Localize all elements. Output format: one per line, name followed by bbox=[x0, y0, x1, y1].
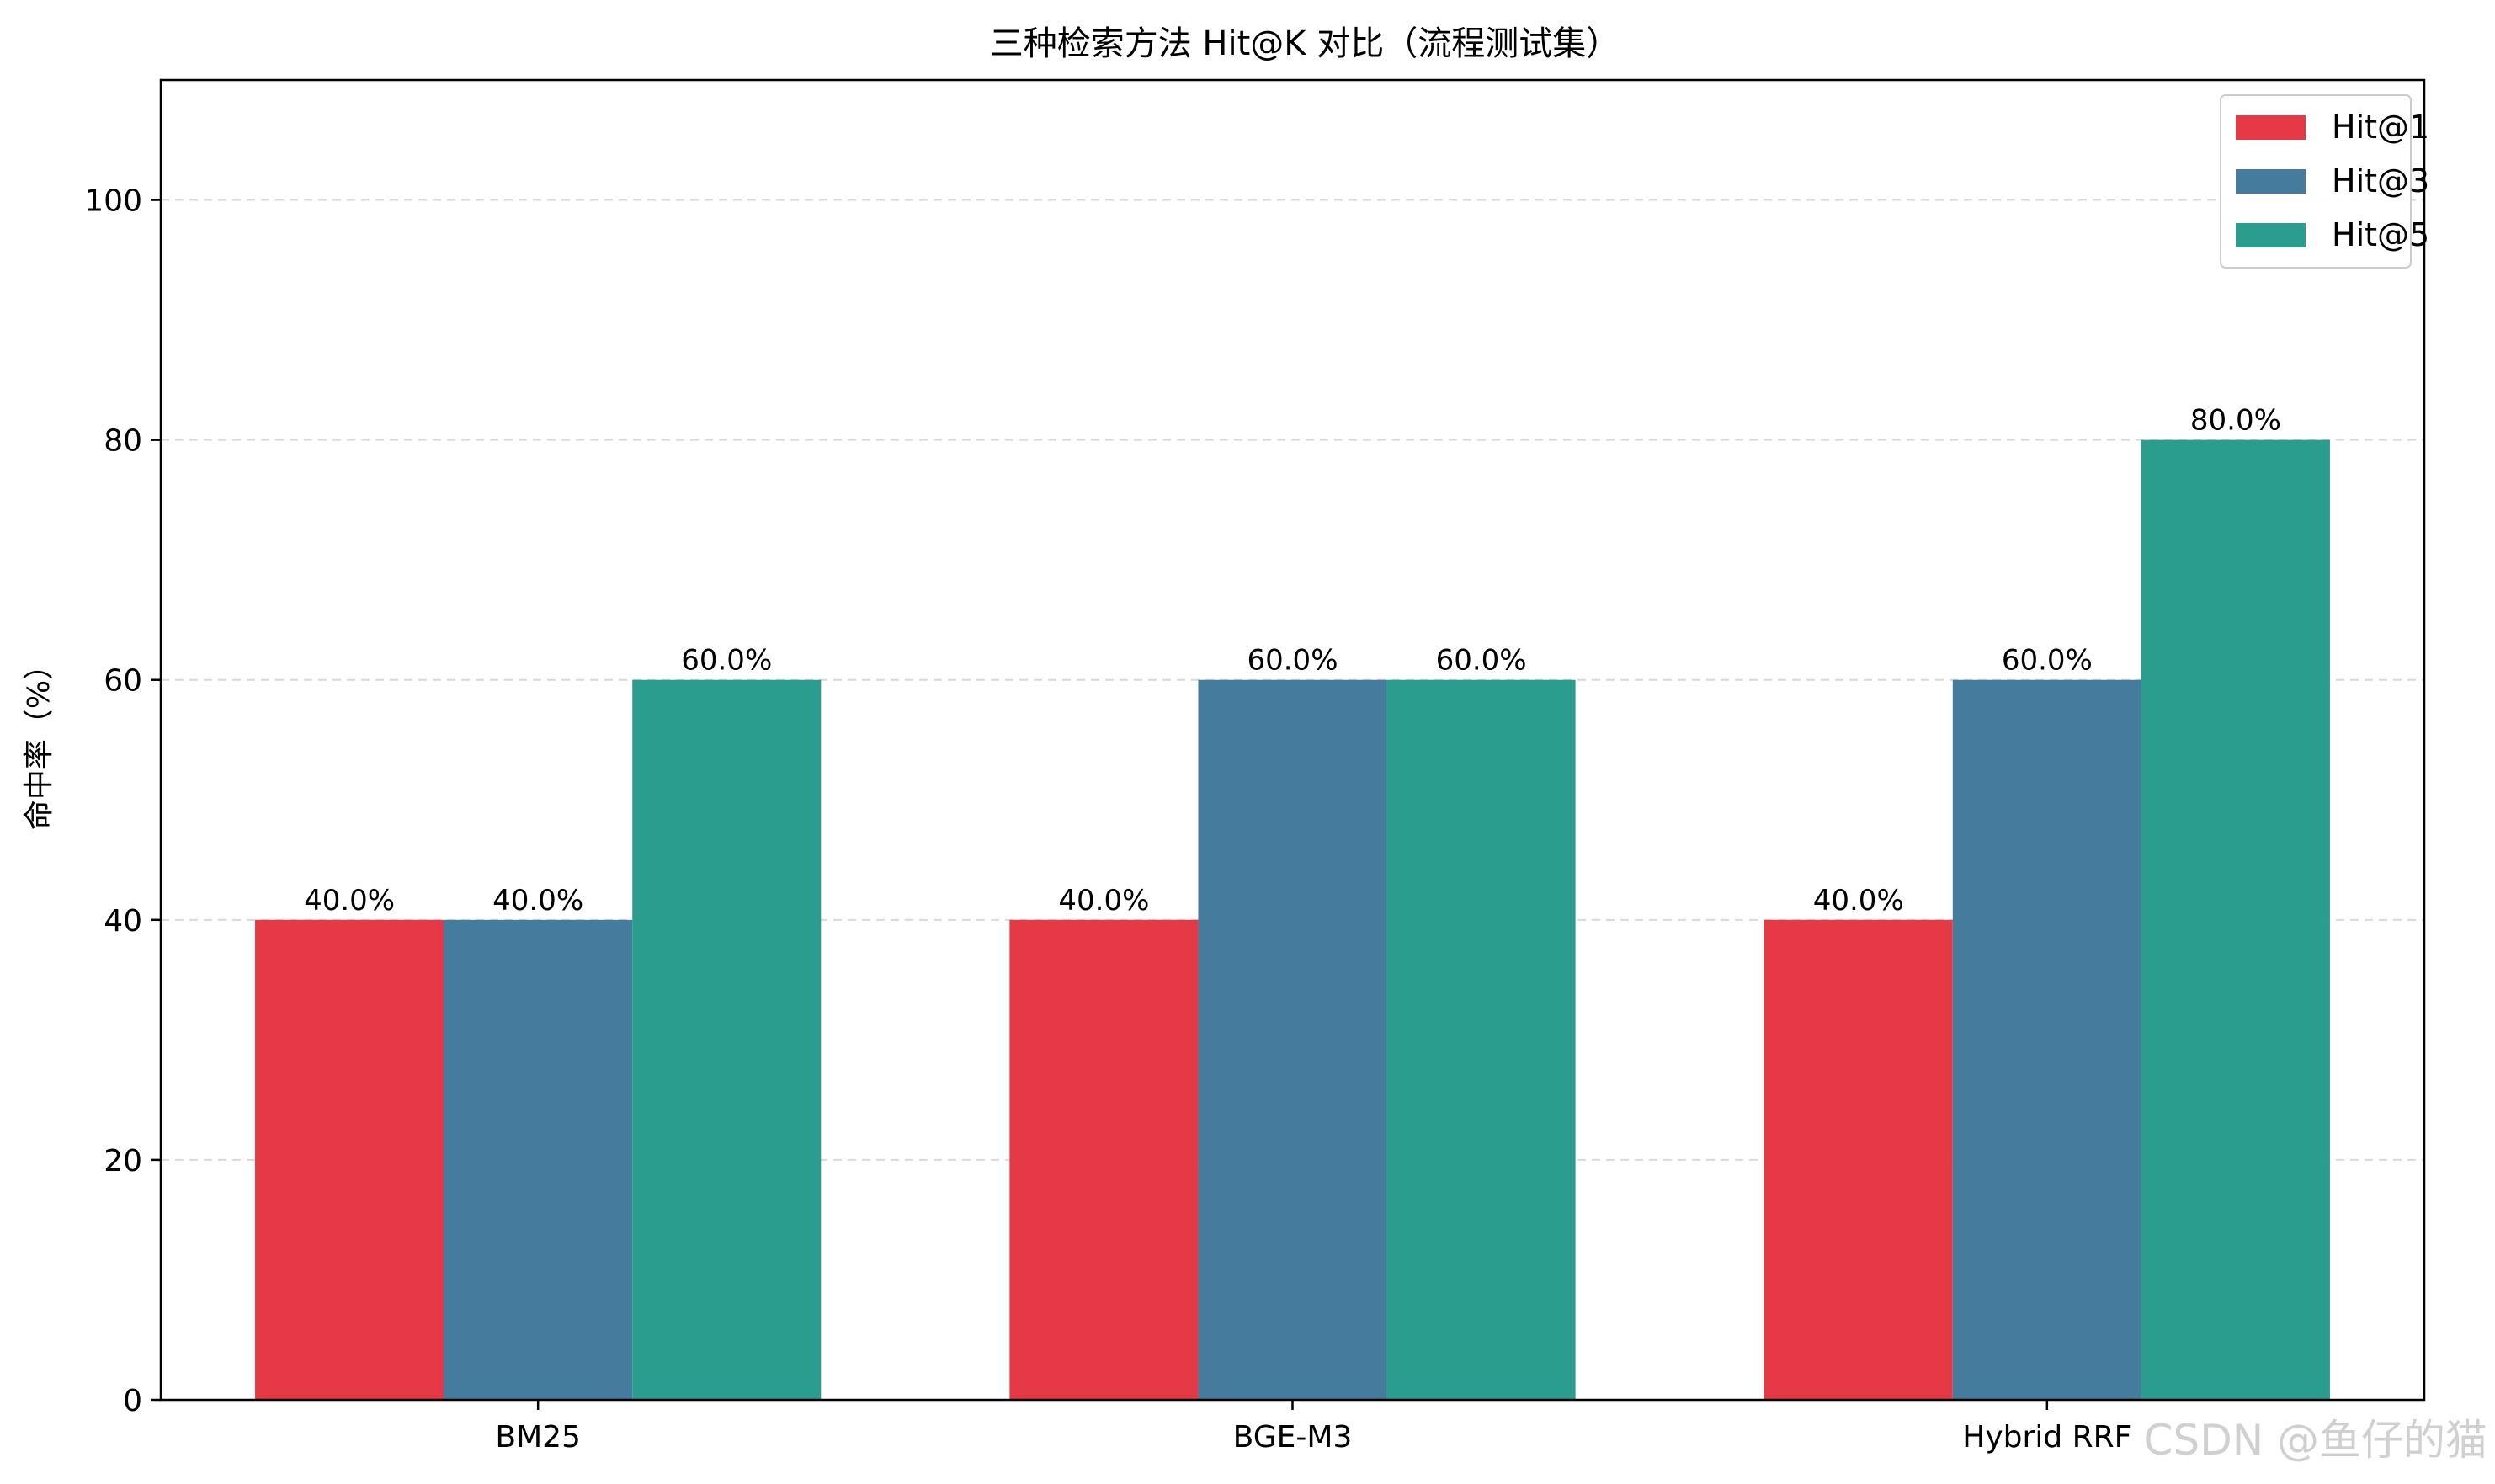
chart-title: 三种检索方法 Hit@K 对比（流程测试集） bbox=[990, 24, 1620, 63]
x-axis-ticks: BM25 BGE-M3 Hybrid RRF bbox=[495, 1400, 2131, 1455]
bar bbox=[1009, 919, 1199, 1400]
y-axis-ticks: 0 20 40 60 80 100 bbox=[84, 184, 161, 1418]
y-tick-label: 60 bbox=[104, 664, 142, 699]
y-tick-label: 0 bbox=[123, 1384, 142, 1418]
bar bbox=[1764, 919, 1953, 1400]
legend-label: Hit@1 bbox=[2332, 109, 2429, 146]
data-label: 40.0% bbox=[1813, 884, 1904, 918]
y-tick-label: 100 bbox=[84, 184, 142, 219]
legend-swatch bbox=[2236, 223, 2306, 247]
x-tick-label: Hybrid RRF bbox=[1962, 1420, 2131, 1455]
x-tick-label: BM25 bbox=[495, 1420, 581, 1455]
x-tick-label: BGE-M3 bbox=[1233, 1420, 1353, 1455]
data-label: 60.0% bbox=[1436, 644, 1527, 678]
data-label: 60.0% bbox=[2002, 644, 2093, 678]
legend-label: Hit@3 bbox=[2332, 162, 2429, 199]
y-axis-label: 命中率（%） bbox=[22, 650, 56, 830]
legend: Hit@1 Hit@3 Hit@5 bbox=[2220, 94, 2429, 269]
data-label: 60.0% bbox=[681, 644, 772, 678]
y-tick-label: 20 bbox=[104, 1144, 142, 1178]
data-label: 40.0% bbox=[304, 884, 395, 918]
bar bbox=[255, 919, 444, 1400]
legend-label: Hit@5 bbox=[2332, 216, 2429, 253]
legend-swatch bbox=[2236, 169, 2306, 194]
data-labels-group: 40.0% 40.0% 60.0% 40.0% 60.0% 60.0% 40.0% 60.0%… bbox=[304, 404, 2281, 918]
bars-group bbox=[255, 439, 2330, 1400]
legend-swatch bbox=[2236, 115, 2306, 140]
bar bbox=[2141, 439, 2330, 1400]
bar bbox=[1952, 679, 2141, 1400]
watermark: CSDN @鱼仔的猫 bbox=[2144, 1416, 2487, 1465]
data-label: 40.0% bbox=[492, 884, 583, 918]
bar bbox=[1198, 679, 1387, 1400]
bar bbox=[1386, 679, 1576, 1400]
data-label: 80.0% bbox=[2190, 404, 2281, 438]
bar bbox=[632, 679, 822, 1400]
data-label: 40.0% bbox=[1058, 884, 1149, 918]
bar bbox=[444, 919, 633, 1400]
data-label: 60.0% bbox=[1247, 644, 1338, 678]
y-tick-label: 80 bbox=[104, 424, 142, 459]
y-tick-label: 40 bbox=[104, 904, 142, 939]
